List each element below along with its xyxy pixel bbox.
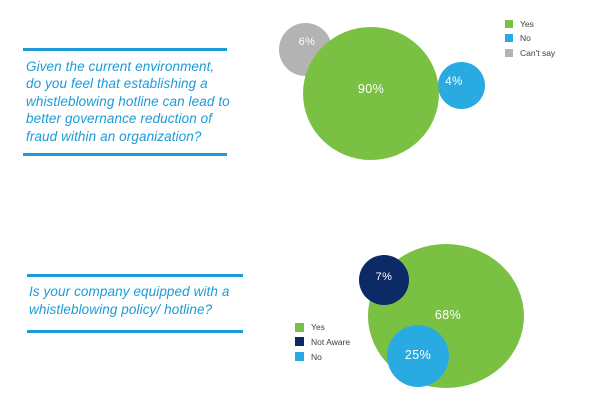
legend-swatch-not-aware-icon (295, 337, 304, 347)
legend-chart2: Yes Not Aware No (295, 322, 350, 366)
legend-item-yes: Yes (505, 19, 555, 29)
legend-label-cant-say: Can't say (520, 47, 556, 58)
legend-swatch-yes-2-icon (295, 322, 304, 332)
legend-item-yes-2: Yes (295, 322, 350, 332)
bubble-yes (303, 27, 439, 160)
legend-label-no-2: No (311, 351, 322, 362)
bubble-label-cant-say: 6% (298, 36, 316, 48)
legend-item-not-aware: Not Aware (295, 337, 350, 347)
legend-swatch-no-icon (505, 34, 513, 43)
bubble-no-2 (387, 325, 449, 387)
legend-swatch-yes-icon (505, 20, 513, 28)
legend-item-cant-say: Can't say (505, 48, 555, 58)
question2-divider-bottom (27, 330, 243, 333)
question2-text: Is your company equipped with a whistleb… (29, 284, 230, 317)
legend-swatch-cant-say-icon (505, 48, 513, 57)
legend-chart1: Yes No Can't say (505, 19, 555, 62)
question1-text: Given the current environment, do you fe… (26, 59, 230, 144)
legend-label-no: No (520, 33, 531, 44)
legend-swatch-no-2-icon (295, 352, 304, 362)
question1-divider-top (23, 48, 227, 51)
bubble-label-no-2: 25% (404, 348, 432, 362)
bubble-label-yes-2: 68% (434, 308, 462, 322)
legend-item-no: No (505, 33, 555, 43)
bubble-no (438, 62, 485, 109)
bubble-label-not-aware: 7% (375, 271, 393, 283)
bubble-label-no: 4% (445, 76, 463, 88)
legend-item-no-2: No (295, 352, 350, 362)
legend-label-yes-2: Yes (311, 322, 325, 332)
question2-divider-top (27, 274, 243, 277)
legend-label-yes: Yes (520, 19, 534, 29)
bubble-label-yes: 90% (357, 82, 385, 96)
legend-label-not-aware: Not Aware (311, 336, 351, 347)
bubble-not-aware (359, 255, 409, 305)
question1-divider-bottom (23, 153, 227, 156)
